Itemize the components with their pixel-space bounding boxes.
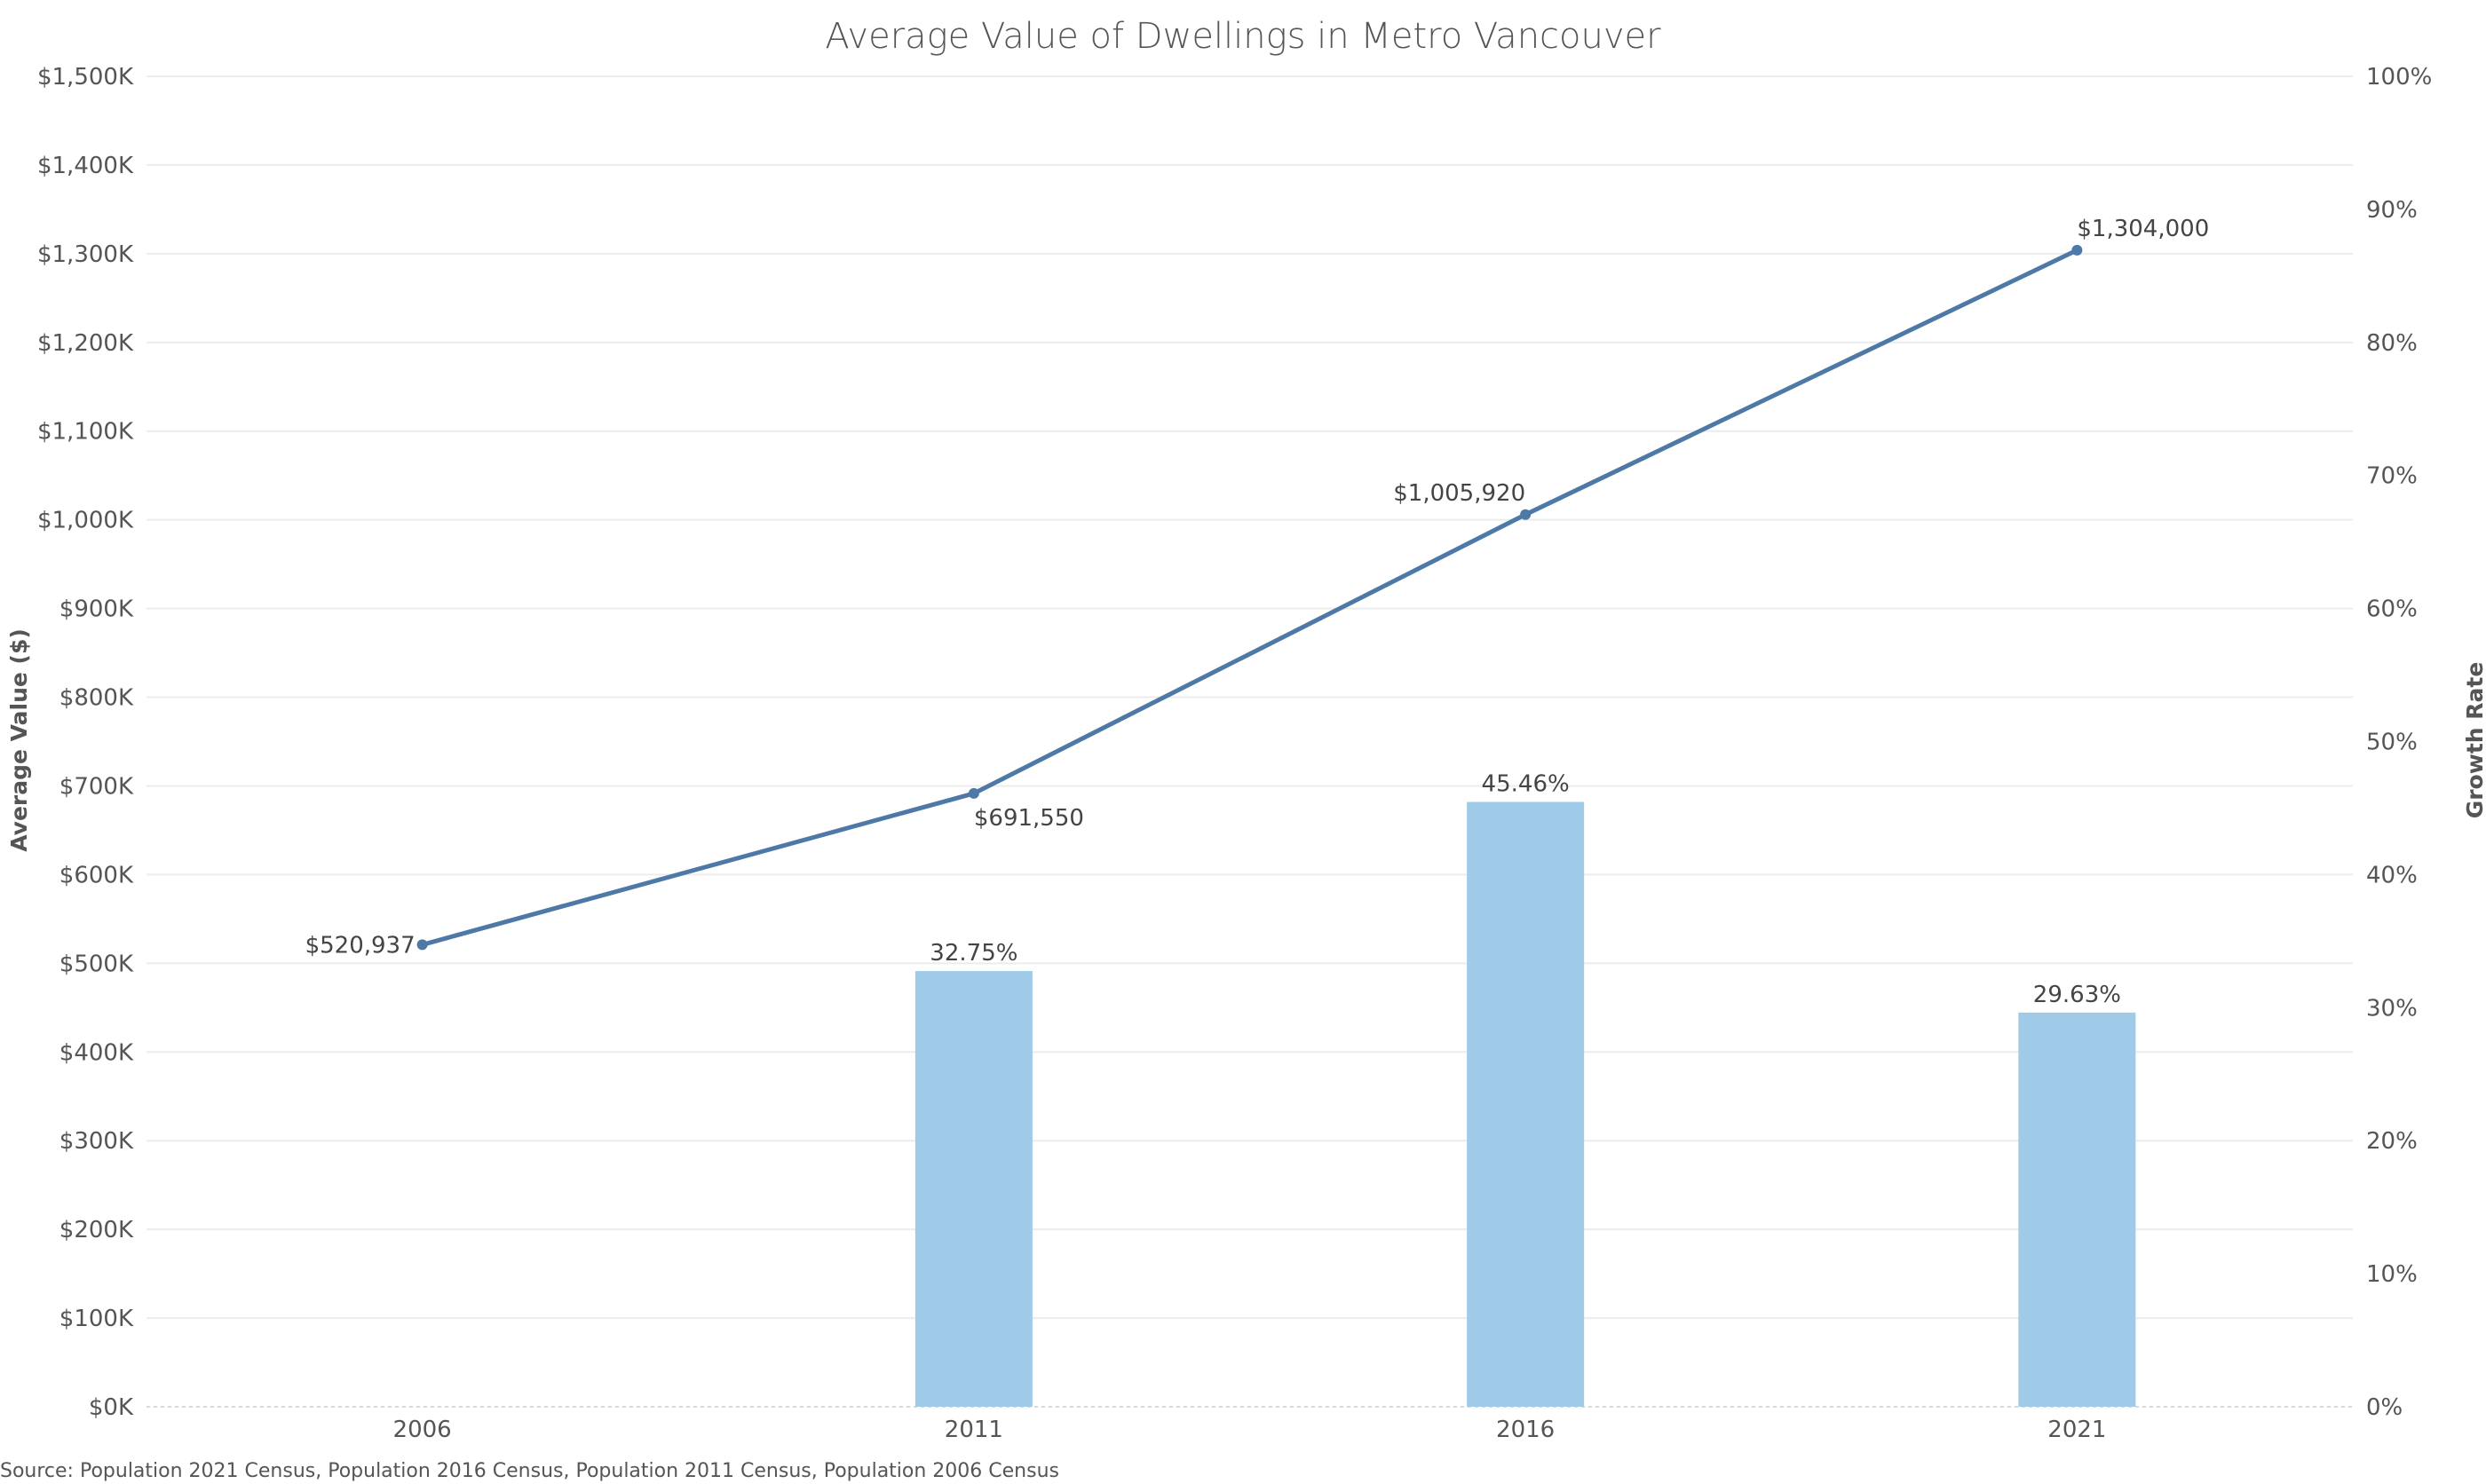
- left-axis-tick-label: $400K: [59, 1039, 134, 1066]
- left-axis-tick-label: $0K: [89, 1394, 134, 1421]
- right-axis-tick-label: 0%: [2366, 1394, 2403, 1421]
- right-axis-tick-label: 60%: [2366, 596, 2418, 623]
- left-axis-tick-label: $1,100K: [37, 419, 134, 446]
- average-value-line-path: [420, 248, 2079, 947]
- growth-rate-bar-label: 45.46%: [1482, 771, 1570, 798]
- growth-rate-bar: [914, 971, 1033, 1407]
- average-value-point: [968, 787, 979, 799]
- growth-rate-bar: [2018, 1012, 2136, 1407]
- average-value-point-label: $1,005,920: [1393, 480, 1525, 507]
- left-axis-tick-label: $200K: [59, 1217, 134, 1243]
- left-axis-tick-label: $1,200K: [37, 330, 134, 357]
- left-axis-tick-label: $1,300K: [37, 241, 134, 268]
- average-value-point: [1520, 509, 1532, 520]
- gridlines: [146, 75, 2353, 1408]
- right-axis-tick-label: 50%: [2366, 730, 2418, 756]
- x-axis: 2006 2011 2016 2021: [393, 1417, 2107, 1443]
- left-axis-tick-label: $700K: [59, 773, 134, 800]
- x-axis-tick-label: 2011: [945, 1417, 1003, 1443]
- x-axis-tick-label: 2021: [2047, 1417, 2106, 1443]
- average-value-point: [2071, 244, 2083, 256]
- left-axis-title: Average Value ($): [6, 628, 32, 852]
- left-axis-tick-label: $300K: [59, 1128, 134, 1155]
- average-value-point-label: $520,937: [305, 932, 416, 959]
- left-axis-tick-label: $1,400K: [37, 153, 134, 179]
- left-axis-tick-label: $900K: [59, 596, 134, 623]
- average-value-point: [416, 939, 428, 951]
- growth-rate-bars: 32.75% 45.46% 29.63%: [914, 771, 2136, 1407]
- right-axis-tick-label: 70%: [2366, 463, 2418, 490]
- right-axis-tick-label: 100%: [2366, 64, 2432, 91]
- left-axis-tick-label: $500K: [59, 951, 134, 977]
- left-axis-tick-label: $1,500K: [37, 64, 134, 91]
- left-axis-tick-label: $800K: [59, 685, 134, 712]
- left-axis: $0K $100K $200K $300K $400K $500K $600K $700K $8…: [37, 64, 134, 1421]
- left-axis-tick-label: $1,000K: [37, 508, 134, 534]
- growth-rate-bar: [1467, 801, 1585, 1407]
- chart-title: Average Value of Dwellings in Metro Vanc…: [825, 16, 1661, 57]
- left-axis-tick-label: $600K: [59, 862, 134, 888]
- right-axis-tick-label: 20%: [2366, 1128, 2418, 1155]
- right-axis-tick-label: 30%: [2366, 995, 2418, 1022]
- right-axis-tick-label: 90%: [2366, 197, 2418, 224]
- right-axis-tick-label: 80%: [2366, 330, 2418, 357]
- right-axis-tick-label: 10%: [2366, 1261, 2418, 1288]
- average-value-line: $520,937 $691,550 $1,005,920 $1,304,000: [305, 216, 2210, 959]
- right-axis-title: Growth Rate: [2462, 662, 2486, 819]
- x-axis-tick-label: 2006: [393, 1417, 452, 1443]
- source-note: Source: Population 2021 Census, Populati…: [0, 1460, 1059, 1482]
- right-axis-tick-label: 40%: [2366, 862, 2418, 888]
- x-axis-tick-label: 2016: [1496, 1417, 1555, 1443]
- growth-rate-bar-label: 32.75%: [930, 940, 1017, 967]
- left-axis-tick-label: $100K: [59, 1306, 134, 1332]
- growth-rate-bar-label: 29.63%: [2033, 982, 2121, 1008]
- average-value-point-label: $1,304,000: [2077, 216, 2209, 242]
- right-axis: 0% 10% 20% 30% 40% 50% 60% 70% 80% 90% 100%: [2366, 64, 2432, 1421]
- average-value-point-label: $691,550: [974, 805, 1084, 832]
